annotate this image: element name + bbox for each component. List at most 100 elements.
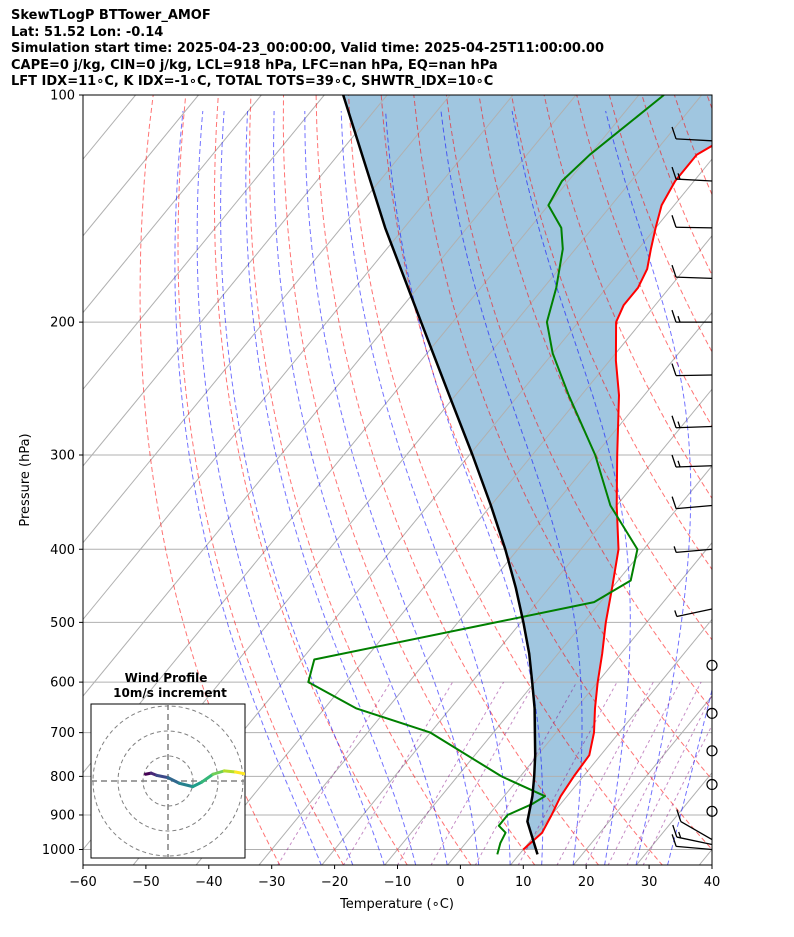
- x-tick-label: −50: [132, 875, 159, 890]
- hodograph-ring: [117, 730, 219, 832]
- hodograph-inset: Wind Profile 10m/s increment: [90, 671, 246, 859]
- wind-barb-half-flag: [677, 315, 681, 323]
- wind-barb-half-flag: [674, 610, 678, 617]
- dry-adiabat: [576, 95, 712, 428]
- wind-barb-flag: [671, 215, 677, 228]
- wind-barb-shaft: [675, 276, 713, 280]
- wind-barb-shaft: [676, 836, 713, 846]
- wind-barb-flag: [671, 166, 677, 180]
- header-indices-2: LFT IDX=11∘C, K IDX=-1∘C, TOTAL TOTS=39∘…: [11, 74, 494, 89]
- mixing-ratio-line: [397, 681, 505, 865]
- hodograph-title: Wind Profile: [125, 671, 208, 685]
- x-tick-label: −20: [321, 875, 348, 890]
- isotherm-gridline: [83, 95, 262, 314]
- wind-barb-shaft: [675, 465, 713, 468]
- dry-adiabat: [380, 95, 712, 851]
- y-tick-label: 400: [50, 543, 75, 558]
- moist-adiabat: [220, 110, 385, 865]
- mixing-ratio-line: [474, 681, 578, 865]
- wind-barb-half-flag: [678, 831, 682, 839]
- moist-adiabat: [605, 110, 692, 865]
- isotherm-gridline: [83, 95, 577, 697]
- y-tick-label: 1000: [42, 843, 75, 858]
- hodograph-segment: [155, 773, 170, 780]
- isotherm-gridline: [321, 388, 712, 865]
- wind-barb-flag: [671, 126, 677, 140]
- x-axis-title: Temperature (∘C): [339, 897, 454, 912]
- dry-adiabat: [740, 95, 794, 866]
- wind-barb-shaft: [676, 845, 713, 851]
- mixing-ratio-line: [556, 681, 654, 865]
- wind-barb-shaft: [675, 226, 713, 229]
- moist-adiabat: [174, 110, 322, 865]
- wind-barb-flag: [672, 824, 678, 838]
- mixing-ratio-line: [430, 681, 536, 865]
- isotherm-gridline: [83, 95, 199, 237]
- header-times: Simulation start time: 2025-04-23_00:00:…: [11, 41, 604, 56]
- dry-adiabat: [248, 95, 472, 865]
- mixing-ratio-line: [607, 681, 702, 865]
- y-tick-label: 300: [50, 448, 75, 463]
- isotherm-gridline: [384, 465, 712, 865]
- hodograph-segment: [211, 769, 226, 776]
- dry-adiabat: [348, 95, 664, 865]
- x-tick-label: 0: [456, 875, 464, 890]
- reference-lines: [139, 95, 794, 866]
- wind-barb-half-flag: [677, 460, 681, 468]
- hodograph-segment: [166, 776, 181, 785]
- header-location: Lat: 51.52 Lon: -0.14: [11, 24, 164, 40]
- wind-barb-flag: [671, 309, 677, 323]
- moist-adiabat: [385, 110, 544, 865]
- x-tick-label: 40: [704, 875, 721, 890]
- wind-barb-flag: [671, 264, 677, 278]
- wind-barb-flag: [671, 496, 677, 509]
- dry-adiabat: [413, 95, 712, 781]
- cape-cin-shading: [343, 95, 712, 850]
- parcel-profile: [342, 95, 539, 855]
- chart-header: SkewTLogP BTTower_AMOF Lat: 51.52 Lon: -…: [11, 8, 604, 91]
- hodograph-segment: [222, 769, 237, 774]
- hodograph-segment: [191, 780, 204, 789]
- mixing-ratio-line: [584, 681, 681, 865]
- x-tick-label: −10: [384, 875, 411, 890]
- isotherm-gridline: [0, 95, 73, 865]
- y-axis-title: Pressure (hPa): [18, 433, 33, 526]
- x-tick-label: 30: [641, 875, 658, 890]
- hodograph-subtitle: 10m/s increment: [113, 686, 227, 700]
- isotherm-gridline: [83, 95, 325, 391]
- x-tick-label: 20: [578, 875, 595, 890]
- dry-adiabat: [706, 95, 712, 110]
- header-indices-1: CAPE=0 j/kg, CIN=0 j/kg, LCL=918 hPa, LF…: [11, 57, 498, 73]
- wind-barb-shaft: [680, 820, 713, 841]
- y-tick-label: 100: [50, 89, 75, 104]
- moist-adiabat: [196, 110, 354, 865]
- moist-adiabat: [304, 110, 480, 865]
- wind-barb-shaft: [675, 425, 713, 429]
- wind-barb-shaft: [676, 138, 713, 142]
- wind-barb-flag: [671, 363, 677, 376]
- isotherm-gridline: [447, 541, 712, 865]
- wind-barb-shaft: [676, 548, 713, 554]
- hodograph-segment: [177, 781, 195, 789]
- dry-adiabat: [213, 95, 408, 865]
- mixing-ratio-line: [517, 681, 618, 865]
- wind-barb-half-flag: [673, 546, 677, 553]
- hodograph-segment: [234, 770, 245, 776]
- y-tick-label: 700: [50, 726, 75, 741]
- hodograph-segment: [200, 772, 215, 784]
- dry-adiabat: [177, 95, 345, 865]
- wind-barb-flag: [671, 834, 677, 847]
- moist-adiabat: [511, 110, 631, 865]
- moist-adiabat: [440, 110, 583, 865]
- x-tick-label: −40: [195, 875, 222, 890]
- wind-barbs: [671, 126, 718, 851]
- isotherm-gridline: [83, 95, 388, 467]
- dry-adiabat: [315, 95, 600, 865]
- dry-adiabat: [282, 95, 536, 865]
- dewpoint-profile: [307, 95, 665, 855]
- y-tick-label: 600: [50, 676, 75, 691]
- wind-barb-flag: [676, 809, 682, 822]
- wind-barb-flag: [671, 454, 677, 468]
- y-tick-label: 200: [50, 316, 75, 331]
